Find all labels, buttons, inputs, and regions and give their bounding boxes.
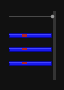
Bar xyxy=(9,61,51,65)
Bar xyxy=(9,34,51,35)
Bar xyxy=(9,62,51,63)
Bar xyxy=(9,33,51,37)
Bar xyxy=(22,62,27,64)
Bar xyxy=(9,47,51,51)
Bar xyxy=(22,48,27,50)
Bar xyxy=(53,11,56,80)
Bar xyxy=(9,48,51,49)
Bar xyxy=(22,34,27,37)
